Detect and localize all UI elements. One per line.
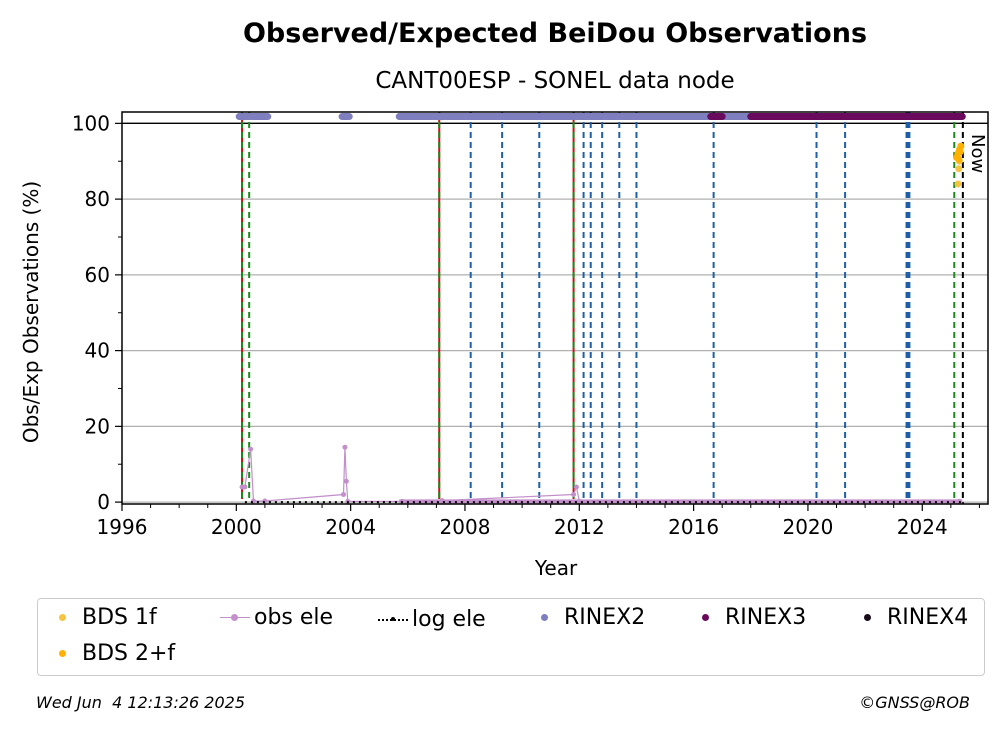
legend-marker-log-ele — [378, 613, 408, 627]
plot-frame — [121, 111, 989, 505]
legend-label: log ele — [412, 607, 486, 632]
legend-item-obs-ele: obs ele — [220, 605, 333, 631]
data-point-obs-ele — [573, 484, 579, 490]
legend-item-rinex2: RINEX2 — [530, 605, 645, 631]
now-label: Now — [967, 134, 988, 173]
x-tick-label: 2016 — [668, 515, 719, 539]
legend-marker-rinex2 — [530, 611, 560, 625]
data-point-bds-2-f — [956, 148, 964, 156]
x-tick-label: 2008 — [440, 515, 491, 539]
y-tick-label: 0 — [97, 490, 110, 514]
data-point-bds-2-f — [957, 142, 965, 150]
credit: ©GNSS@ROB — [859, 693, 970, 712]
legend-marker-rinex4 — [853, 611, 883, 625]
legend-label: RINEX2 — [564, 605, 646, 630]
data-point-obs-ele — [343, 478, 349, 484]
legend-label: RINEX4 — [887, 605, 969, 630]
timestamp: Wed Jun 4 12:13:26 2025 — [36, 693, 246, 712]
legend-item-bds-2f: BDS 2+f — [48, 641, 175, 667]
data-point-bds-1f — [954, 180, 962, 188]
legend-label: obs ele — [254, 605, 334, 630]
legend-item-rinex4: RINEX4 — [853, 605, 968, 631]
y-tick-label: 20 — [85, 414, 110, 438]
legend-label: BDS 1f — [82, 605, 157, 630]
data-point-obs-ele — [342, 444, 348, 450]
x-tick-label: 2020 — [782, 515, 833, 539]
chart-title: Observed/Expected BeiDou Observations — [243, 18, 867, 49]
data-point-obs-ele — [341, 492, 347, 498]
x-tick-label: 2000 — [211, 515, 262, 539]
x-tick-label: 2004 — [325, 515, 376, 539]
legend: BDS 1f obs ele log ele RINEX2 RINEX3 RIN… — [37, 598, 985, 676]
x-tick-label: 1996 — [97, 515, 148, 539]
y-tick-label: 100 — [72, 111, 110, 135]
series-line-obs-ele — [242, 447, 960, 502]
data-point-obs-ele — [576, 498, 582, 504]
x-axis-label: Year — [534, 556, 578, 580]
x-tick-label: 2024 — [897, 515, 948, 539]
chart-svg: Observed/Expected BeiDou Observations CA… — [19, 18, 989, 580]
legend-item-rinex3: RINEX3 — [691, 605, 806, 631]
y-tick-label: 40 — [85, 339, 110, 363]
data-point-bds-1f — [955, 165, 963, 173]
legend-item-bds-1f: BDS 1f — [48, 605, 157, 631]
data-point-obs-ele — [242, 484, 248, 490]
legend-marker-obs-ele — [220, 611, 250, 625]
legend-marker-bds-1f — [48, 611, 78, 625]
data-point-obs-ele — [571, 492, 577, 498]
y-tick-label: 80 — [85, 187, 110, 211]
legend-item-log-ele: log ele — [378, 607, 486, 633]
x-tick-label: 2012 — [554, 515, 605, 539]
legend-label: BDS 2+f — [82, 641, 176, 666]
data-point-bds-2-f — [955, 155, 963, 163]
y-axis-label: Obs/Exp Observations (%) — [19, 181, 43, 443]
data-point-obs-ele — [248, 446, 254, 452]
chart-subtitle: CANT00ESP - SONEL data node — [375, 68, 734, 94]
y-tick-label: 60 — [85, 263, 110, 287]
legend-label: RINEX3 — [725, 605, 807, 630]
legend-marker-bds-2f — [48, 647, 78, 661]
legend-marker-rinex3 — [691, 611, 721, 625]
